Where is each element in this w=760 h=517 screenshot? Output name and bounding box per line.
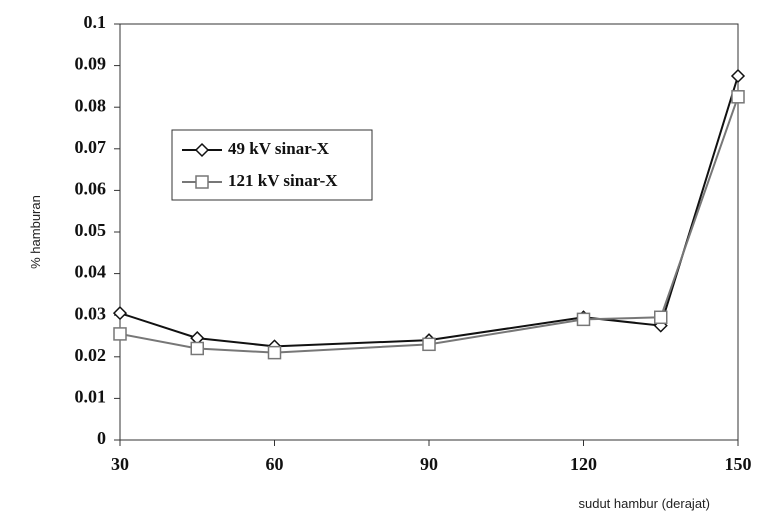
marker	[578, 313, 590, 325]
x-tick-label: 120	[570, 454, 597, 474]
y-tick-label: 0	[97, 428, 106, 448]
y-tick-label: 0.08	[75, 95, 107, 115]
y-tick-label: 0.02	[75, 345, 107, 365]
x-axis-label: sudut hambur (derajat)	[578, 496, 710, 511]
marker	[191, 342, 203, 354]
page: {"chart_data": {"type": "line", "y_label…	[0, 0, 760, 517]
x-tick-label: 60	[266, 454, 284, 474]
marker	[732, 70, 744, 82]
x-tick-label: 150	[725, 454, 752, 474]
marker	[196, 176, 208, 188]
legend-label: 121 kV sinar-X	[228, 171, 338, 190]
y-tick-label: 0.1	[84, 12, 107, 32]
marker	[114, 307, 126, 319]
marker	[655, 311, 667, 323]
marker	[269, 347, 281, 359]
y-tick-label: 0.01	[75, 387, 107, 407]
marker	[732, 91, 744, 103]
x-tick-label: 90	[420, 454, 438, 474]
y-tick-label: 0.03	[75, 303, 107, 323]
series-line	[120, 76, 738, 346]
y-tick-label: 0.06	[75, 179, 107, 199]
y-tick-label: 0.05	[75, 220, 107, 240]
x-tick-label: 30	[111, 454, 129, 474]
legend-label: 49 kV sinar-X	[228, 139, 330, 158]
plot-frame	[120, 24, 738, 440]
y-tick-label: 0.09	[75, 54, 107, 74]
y-axis-label: % hamburan	[28, 195, 43, 269]
chart: % hamburan sudut hambur (derajat) 0 0.01 0…	[0, 0, 760, 517]
y-tick-label: 0.04	[75, 262, 107, 282]
y-tick-label: 0.07	[75, 137, 107, 157]
marker	[114, 328, 126, 340]
marker	[423, 338, 435, 350]
